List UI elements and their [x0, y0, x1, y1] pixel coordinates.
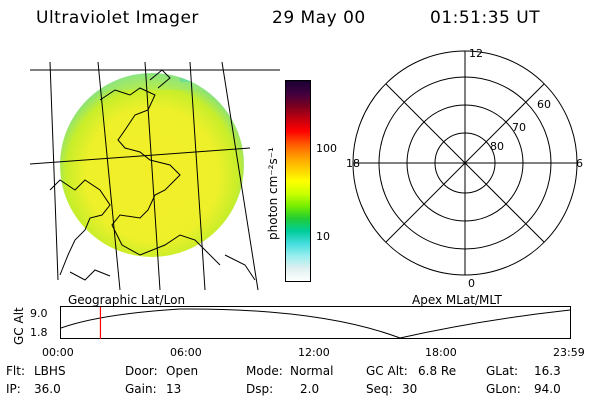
lat-lon-grid: [29, 61, 280, 291]
mlt-label-0: 0: [468, 277, 475, 290]
door-value: Open: [166, 364, 199, 378]
seq-value: 30: [402, 382, 418, 396]
altitude-ylabel: GC Alt: [12, 307, 26, 345]
colorbar-tick-100: 100: [316, 142, 337, 155]
time-label: 01:51:35 UT: [430, 8, 541, 28]
dsp-label: Dsp:: [246, 382, 274, 396]
gcalt-label: GC Alt:: [366, 364, 408, 378]
xtick-1800: 18:00: [425, 346, 457, 359]
instrument-title: Ultraviolet Imager: [36, 8, 199, 28]
xtick-2359: 23:59: [553, 346, 585, 359]
xtick-0600: 06:00: [170, 346, 202, 359]
mlt-label-18: 18: [346, 157, 360, 170]
apex-caption: Apex MLat/MLT: [412, 293, 502, 307]
geographic-caption: Geographic Lat/Lon: [68, 293, 186, 307]
xtick-0000: 00:00: [42, 346, 74, 359]
gcalt-value: 6.8 Re: [418, 364, 457, 378]
flt-value: LBHS: [34, 364, 66, 378]
glat-value: 16.3: [534, 364, 561, 378]
altitude-orbit-plot: [60, 306, 571, 339]
seq-label: Seq:: [366, 382, 393, 396]
glat-label: GLat:: [486, 364, 519, 378]
ip-value: 36.0: [34, 382, 61, 396]
mode-value: Normal: [290, 364, 334, 378]
glon-label: GLon:: [486, 382, 521, 396]
mode-label: Mode:: [246, 364, 283, 378]
flt-label: Flt:: [6, 364, 25, 378]
magnetic-polar-plot: [352, 50, 578, 276]
xtick-1200: 12:00: [298, 346, 330, 359]
altitude-ytick-1-8: 1.8: [30, 326, 48, 339]
mlt-label-6: 6: [576, 157, 583, 170]
altitude-ytick-9: 9.0: [30, 307, 48, 320]
geographic-image-panel: [29, 61, 280, 291]
mlat-label-80: 80: [490, 140, 504, 153]
door-label: Door:: [125, 364, 158, 378]
colorbar: [285, 80, 311, 282]
mlt-label-12: 12: [469, 47, 483, 60]
mlat-label-60: 60: [537, 98, 551, 111]
colorbar-tick-10: 10: [316, 230, 330, 243]
colorbar-unit-label: photon cm⁻²s⁻¹: [266, 147, 280, 240]
date-label: 29 May 00: [272, 8, 366, 28]
gain-label: Gain:: [125, 382, 157, 396]
gain-value: 13: [166, 382, 182, 396]
ip-label: IP:: [6, 382, 21, 396]
coastline-outline: [49, 69, 256, 281]
altitude-curve: [60, 308, 571, 339]
mlat-label-70: 70: [512, 121, 526, 134]
dsp-value: 2.0: [300, 382, 320, 396]
glon-value: 94.0: [534, 382, 561, 396]
